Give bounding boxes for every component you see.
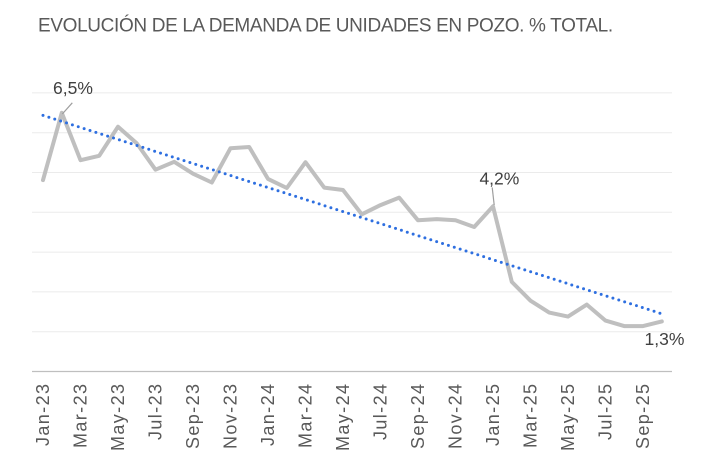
svg-text:Jul-24: Jul-24 xyxy=(371,383,391,440)
svg-text:Jul-23: Jul-23 xyxy=(146,383,166,440)
svg-text:Mar-25: Mar-25 xyxy=(521,383,541,448)
svg-text:4,2%: 4,2% xyxy=(479,169,519,189)
svg-text:Jan-24: Jan-24 xyxy=(258,383,278,446)
svg-text:Mar-23: Mar-23 xyxy=(71,383,91,448)
svg-text:Nov-23: Nov-23 xyxy=(221,383,241,449)
svg-text:6,5%: 6,5% xyxy=(53,78,93,98)
svg-text:1,3%: 1,3% xyxy=(645,329,685,349)
svg-text:Nov-24: Nov-24 xyxy=(446,383,466,449)
svg-text:Jan-25: Jan-25 xyxy=(483,383,503,446)
svg-text:EVOLUCIÓN DE LA DEMANDA DE UNI: EVOLUCIÓN DE LA DEMANDA DE UNIDADES EN P… xyxy=(38,15,613,37)
svg-text:Jul-25: Jul-25 xyxy=(596,383,616,440)
svg-text:Sep-23: Sep-23 xyxy=(183,383,203,449)
svg-text:May-24: May-24 xyxy=(333,383,353,451)
svg-text:Sep-24: Sep-24 xyxy=(408,383,428,449)
svg-text:May-23: May-23 xyxy=(108,383,128,451)
svg-text:May-25: May-25 xyxy=(558,383,578,451)
svg-text:Mar-24: Mar-24 xyxy=(296,383,316,448)
svg-text:Jan-23: Jan-23 xyxy=(33,383,53,446)
svg-text:Sep-25: Sep-25 xyxy=(633,383,653,449)
